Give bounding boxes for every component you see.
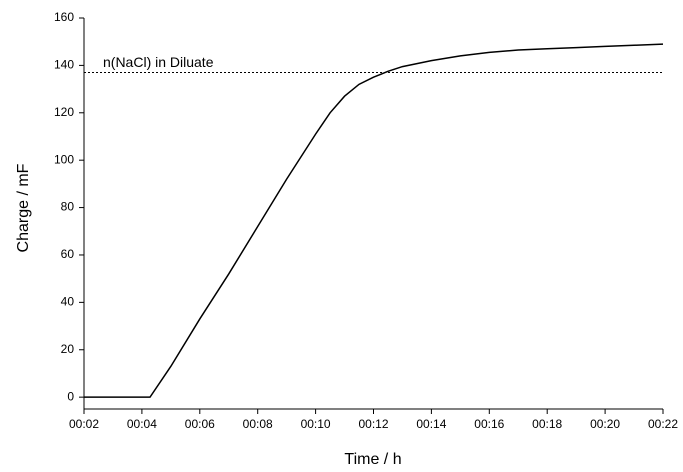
y-tick-label: 100	[54, 152, 74, 166]
x-tick-label: 00:18	[532, 417, 562, 431]
y-tick-label: 140	[54, 58, 74, 72]
data-line	[84, 43, 664, 398]
reference-label: n(NaCl) in Diluate	[103, 54, 214, 70]
y-tick-label: 60	[61, 247, 75, 261]
x-tick-label: 00:14	[416, 417, 446, 431]
x-tick-label: 00:16	[474, 417, 504, 431]
x-tick-label: 00:04	[127, 417, 157, 431]
x-tick-label: 00:12	[358, 417, 388, 431]
y-tick-label: 120	[54, 105, 74, 119]
x-axis-label: Time / h	[344, 451, 401, 468]
x-tick-label: 00:06	[185, 417, 215, 431]
y-tick-label: 160	[54, 10, 74, 24]
y-tick-label: 20	[61, 342, 75, 356]
y-axis-label: Charge / mF	[15, 163, 32, 252]
x-tick-label: 00:22	[648, 417, 678, 431]
x-tick-label: 00:10	[301, 417, 331, 431]
x-tick-label: 00:02	[69, 417, 99, 431]
y-tick-label: 0	[67, 389, 74, 403]
x-tick-label: 00:08	[243, 417, 273, 431]
y-tick-label: 40	[61, 295, 75, 309]
y-tick-label: 80	[61, 200, 75, 214]
x-tick-label: 00:20	[590, 417, 620, 431]
